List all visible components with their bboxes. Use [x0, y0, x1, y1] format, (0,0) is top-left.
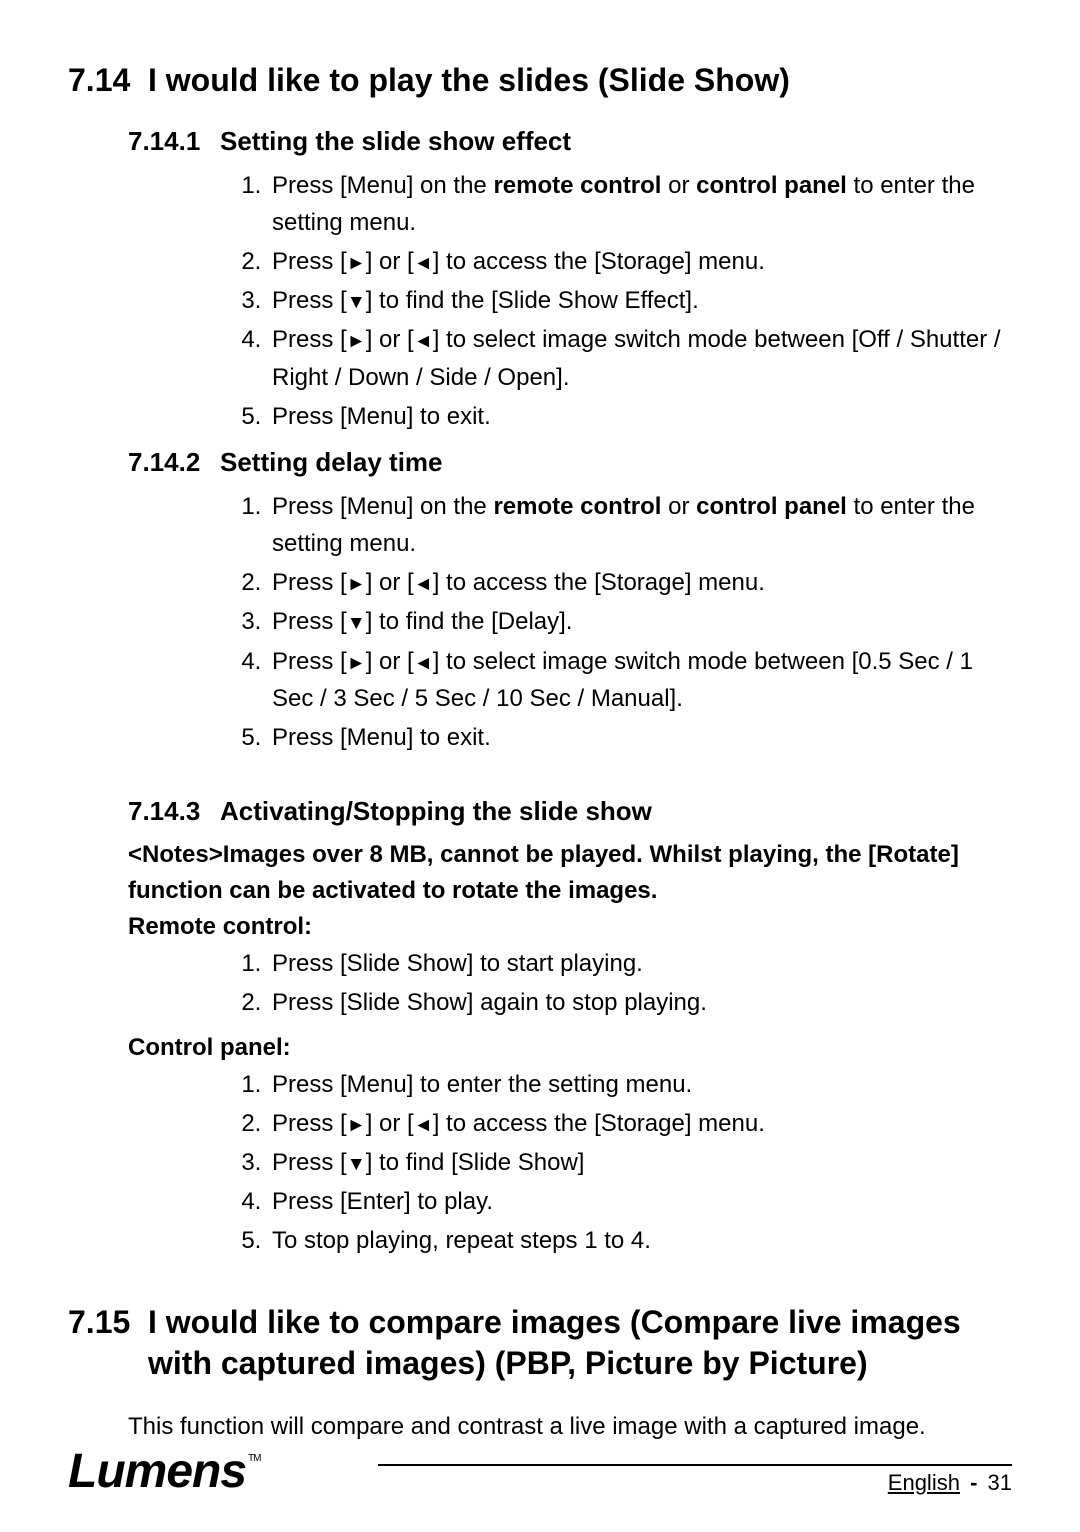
notes-text: <Notes>Images over 8 MB, cannot be playe… — [128, 837, 1012, 909]
step-text: Press [Menu] to enter the setting menu. — [272, 1071, 692, 1098]
step-item: Press [Menu] to exit. — [268, 398, 1012, 435]
step-text: ] or [ — [366, 1110, 414, 1137]
down-arrow-icon: ▼ — [347, 1150, 366, 1180]
step-text: ] to find the [Delay]. — [366, 608, 573, 635]
step-text: ] to access the [Storage] menu. — [433, 1110, 765, 1137]
step-text: Press [Menu] to exit. — [272, 403, 491, 430]
step-text: ] to access the [Storage] menu. — [433, 569, 765, 596]
step-item: Press [▼] to find the [Slide Show Effect… — [268, 282, 1012, 319]
document-page: 7.14 I would like to play the slides (Sl… — [0, 0, 1080, 1532]
step-text: To stop playing, repeat steps 1 to 4. — [272, 1227, 651, 1254]
footer-language: English — [888, 1470, 960, 1495]
remote-control-label: Remote control: — [128, 913, 1012, 941]
step-text: Press [ — [272, 326, 347, 353]
step-text: Press [Menu] on the — [272, 493, 493, 520]
step-text: ] to find [Slide Show] — [366, 1149, 585, 1176]
brand-logo: LumensTM — [68, 1448, 260, 1496]
footer-row: LumensTM English - 31 — [68, 1448, 1012, 1496]
brand-name: Lumens — [68, 1445, 246, 1498]
steps-remote-control: Press [Slide Show] to start playing. Pre… — [68, 945, 1012, 1021]
footer-page-number: 31 — [988, 1470, 1012, 1495]
section-7-15-heading: 7.15 I would like to compare images (Com… — [68, 1302, 1012, 1385]
step-item: Press [Slide Show] again to stop playing… — [268, 984, 1012, 1021]
footer-dash: - — [970, 1470, 977, 1495]
subsection-number: 7.14.2 — [128, 447, 220, 478]
left-arrow-icon: ◄ — [414, 327, 433, 357]
left-arrow-icon: ◄ — [414, 649, 433, 679]
subsection-title: Setting delay time — [220, 447, 1012, 478]
step-item: Press [Menu] to enter the setting menu. — [268, 1066, 1012, 1103]
step-text: or — [661, 172, 696, 199]
page-number-block: English - 31 — [888, 1470, 1012, 1496]
subsection-title: Activating/Stopping the slide show — [220, 796, 1012, 827]
step-text: Press [Slide Show] to start playing. — [272, 950, 643, 977]
section-7-14-heading: 7.14 I would like to play the slides (Sl… — [68, 60, 1012, 102]
subsection-7-14-1-heading: 7.14.1 Setting the slide show effect — [128, 126, 1012, 157]
spacer — [68, 1272, 1012, 1302]
step-item: Press [►] or [◄] to access the [Storage]… — [268, 243, 1012, 280]
step-item: Press [Enter] to play. — [268, 1183, 1012, 1220]
control-panel-label: Control panel: — [128, 1034, 1012, 1062]
step-text: ] to access the [Storage] menu. — [433, 248, 765, 275]
step-item: Press [Menu] to exit. — [268, 719, 1012, 756]
right-arrow-icon: ► — [347, 1111, 366, 1141]
page-footer: LumensTM English - 31 — [68, 1464, 1012, 1496]
left-arrow-icon: ◄ — [414, 1111, 433, 1141]
section-7-15-body: This function will compare and contrast … — [128, 1409, 1012, 1445]
step-item: Press [Menu] on the remote control or co… — [268, 488, 1012, 562]
step-text: Press [ — [272, 608, 347, 635]
steps-control-panel: Press [Menu] to enter the setting menu. … — [68, 1066, 1012, 1260]
step-bold: remote control — [493, 172, 661, 199]
left-arrow-icon: ◄ — [414, 570, 433, 600]
spacer — [68, 768, 1012, 786]
subsection-7-14-3-heading: 7.14.3 Activating/Stopping the slide sho… — [128, 796, 1012, 827]
steps-7-14-2: Press [Menu] on the remote control or co… — [68, 488, 1012, 756]
step-text: Press [ — [272, 569, 347, 596]
section-number: 7.14 — [68, 60, 148, 102]
step-text: or — [661, 493, 696, 520]
steps-7-14-1: Press [Menu] on the remote control or co… — [68, 167, 1012, 435]
step-text: ] to find the [Slide Show Effect]. — [366, 287, 699, 314]
step-text: Press [ — [272, 648, 347, 675]
step-text: ] or [ — [366, 248, 414, 275]
step-text: Press [Menu] on the — [272, 172, 493, 199]
step-item: Press [►] or [◄] to access the [Storage]… — [268, 1105, 1012, 1142]
step-text: Press [ — [272, 1110, 347, 1137]
step-text: Press [ — [272, 1149, 347, 1176]
step-text: ] or [ — [366, 569, 414, 596]
trademark-icon: TM — [248, 1453, 260, 1464]
step-item: Press [►] or [◄] to access the [Storage]… — [268, 564, 1012, 601]
step-item: Press [Slide Show] to start playing. — [268, 945, 1012, 982]
step-text: Press [Enter] to play. — [272, 1188, 493, 1215]
step-item: Press [▼] to find [Slide Show] — [268, 1144, 1012, 1181]
step-item: Press [Menu] on the remote control or co… — [268, 167, 1012, 241]
step-text: ] or [ — [366, 326, 414, 353]
step-text: Press [ — [272, 287, 347, 314]
down-arrow-icon: ▼ — [347, 288, 366, 318]
right-arrow-icon: ► — [347, 649, 366, 679]
step-text: Press [ — [272, 248, 347, 275]
step-bold: control panel — [696, 172, 847, 199]
subsection-number: 7.14.3 — [128, 796, 220, 827]
step-text: Press [Menu] to exit. — [272, 724, 491, 751]
right-arrow-icon: ► — [347, 570, 366, 600]
section-number: 7.15 — [68, 1302, 148, 1385]
step-item: Press [▼] to find the [Delay]. — [268, 603, 1012, 640]
section-title: I would like to play the slides (Slide S… — [148, 60, 1012, 102]
right-arrow-icon: ► — [347, 249, 366, 279]
step-item: Press [►] or [◄] to select image switch … — [268, 321, 1012, 395]
right-arrow-icon: ► — [347, 327, 366, 357]
subsection-number: 7.14.1 — [128, 126, 220, 157]
step-bold: control panel — [696, 493, 847, 520]
step-bold: remote control — [493, 493, 661, 520]
step-text: ] or [ — [366, 648, 414, 675]
subsection-title: Setting the slide show effect — [220, 126, 1012, 157]
step-text: Press [Slide Show] again to stop playing… — [272, 989, 707, 1016]
subsection-7-14-2-heading: 7.14.2 Setting delay time — [128, 447, 1012, 478]
section-title: I would like to compare images (Compare … — [148, 1302, 1012, 1385]
step-item: Press [►] or [◄] to select image switch … — [268, 643, 1012, 717]
left-arrow-icon: ◄ — [414, 249, 433, 279]
step-item: To stop playing, repeat steps 1 to 4. — [268, 1222, 1012, 1259]
down-arrow-icon: ▼ — [347, 609, 366, 639]
